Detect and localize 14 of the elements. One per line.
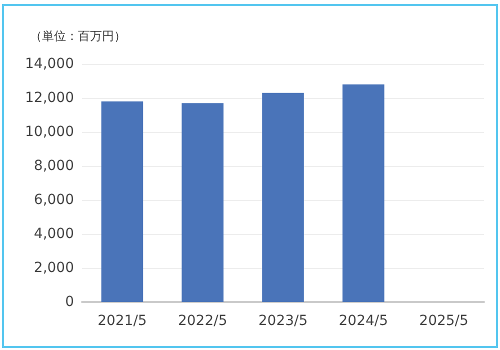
y-axis-title: （単位：百万円）	[30, 29, 126, 43]
y-tick-label: 12,000	[25, 90, 74, 106]
x-tick-label: 2023/5	[258, 313, 308, 329]
x-tick-label: 2024/5	[338, 313, 388, 329]
y-tick-label: 6,000	[34, 192, 74, 208]
y-tick-label: 0	[65, 294, 74, 310]
y-tick-label: 8,000	[34, 158, 74, 174]
y-tick-label: 4,000	[34, 226, 74, 242]
y-tick-label: 14,000	[25, 56, 74, 72]
y-tick-label: 2,000	[34, 260, 74, 276]
x-tick-label: 2025/5	[419, 313, 468, 329]
y-tick-label: 10,000	[25, 124, 74, 140]
x-tick-label: 2021/5	[98, 313, 147, 329]
x-tick-label: 2022/5	[178, 313, 228, 329]
